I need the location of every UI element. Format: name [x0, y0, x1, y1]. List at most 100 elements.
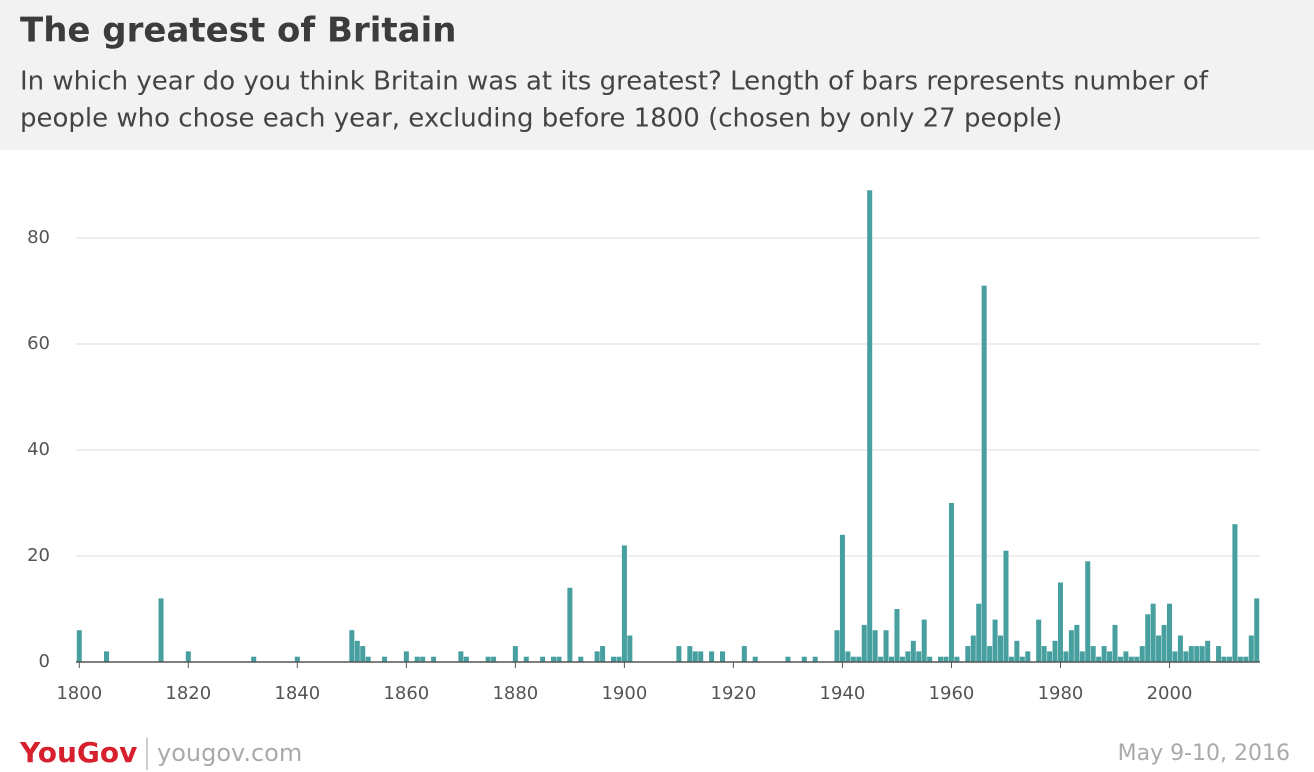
bar	[1248, 635, 1254, 662]
bar	[1117, 656, 1123, 662]
bar	[251, 656, 257, 662]
bar	[1232, 524, 1238, 662]
bar	[916, 651, 922, 662]
bar	[360, 646, 366, 662]
bar	[845, 651, 851, 662]
bar	[1107, 651, 1113, 662]
bar	[1243, 656, 1249, 662]
bar	[927, 656, 933, 662]
bar	[850, 656, 856, 662]
bar	[698, 651, 704, 662]
bar	[1156, 635, 1162, 662]
bar	[1188, 646, 1194, 662]
bar	[158, 598, 164, 662]
bar	[894, 609, 900, 662]
bar	[692, 651, 698, 662]
bar	[458, 651, 464, 662]
bar	[616, 656, 622, 662]
date: May 9-10, 2016	[1118, 741, 1290, 766]
x-tick-label: 1800	[56, 683, 102, 704]
bar	[921, 619, 927, 662]
y-tick-label: 60	[27, 333, 50, 354]
header-bg	[0, 0, 1314, 150]
bar	[938, 656, 944, 662]
bar	[812, 656, 818, 662]
bar	[1216, 646, 1222, 662]
bar	[965, 646, 971, 662]
bar	[867, 190, 873, 663]
bar	[1139, 646, 1145, 662]
bar	[785, 656, 791, 662]
bar	[1025, 651, 1031, 662]
chart-subtitle: people who chose each year, excluding be…	[20, 104, 1062, 134]
bar	[1068, 630, 1074, 662]
bar	[752, 656, 758, 662]
y-tick-label: 40	[27, 439, 50, 460]
bar	[512, 646, 518, 662]
bar	[1019, 656, 1025, 662]
x-tick-label: 1980	[1038, 683, 1084, 704]
bar	[1254, 598, 1260, 662]
bar	[540, 656, 546, 662]
bar	[998, 635, 1004, 662]
bar	[1101, 646, 1107, 662]
bar	[910, 640, 916, 662]
x-tick-label: 2000	[1147, 683, 1193, 704]
bar	[1041, 646, 1047, 662]
bar	[1123, 651, 1129, 662]
chart-title: The greatest of Britain	[20, 11, 456, 51]
bar	[883, 630, 889, 662]
bar	[1036, 619, 1042, 662]
bar	[1145, 614, 1151, 662]
bar	[888, 656, 895, 662]
bar	[1014, 640, 1020, 662]
bar	[1090, 646, 1096, 662]
bar	[1057, 582, 1063, 662]
bar	[1226, 656, 1232, 662]
x-tick-label: 1840	[274, 683, 320, 704]
chart-subtitle: In which year do you think Britain was a…	[20, 67, 1209, 97]
bar	[1112, 624, 1118, 662]
bar	[485, 656, 491, 662]
x-tick-label: 1820	[165, 683, 211, 704]
bar	[943, 656, 949, 662]
bar	[594, 651, 600, 662]
x-tick-label: 1960	[929, 683, 975, 704]
x-tick-label: 1920	[711, 683, 757, 704]
bar	[1047, 651, 1053, 662]
bar	[420, 656, 426, 662]
bar	[1096, 656, 1102, 662]
bar	[523, 656, 529, 662]
bar	[1008, 656, 1014, 662]
bar	[349, 630, 355, 662]
x-tick-label: 1860	[383, 683, 429, 704]
bar	[1128, 656, 1134, 662]
bar	[1052, 640, 1058, 662]
bar	[1183, 651, 1189, 662]
bar	[1134, 656, 1140, 662]
bar	[856, 656, 862, 662]
bar	[1221, 656, 1227, 662]
bar	[1194, 646, 1200, 662]
bar	[365, 656, 371, 662]
bar	[1074, 624, 1080, 662]
bar	[839, 534, 845, 662]
bar	[610, 656, 616, 662]
x-tick-label: 1900	[601, 683, 647, 704]
bar	[687, 646, 693, 662]
bar	[992, 619, 998, 662]
bar	[709, 651, 715, 662]
y-tick-label: 20	[27, 545, 50, 566]
bar	[861, 624, 867, 662]
y-tick-label: 0	[39, 651, 50, 672]
bar	[627, 635, 633, 662]
bar	[899, 656, 905, 662]
bar	[185, 651, 191, 662]
bar	[382, 656, 388, 662]
bar	[1150, 603, 1156, 662]
x-tick-label: 1880	[492, 683, 538, 704]
bar	[403, 651, 409, 662]
bar	[1079, 651, 1085, 662]
